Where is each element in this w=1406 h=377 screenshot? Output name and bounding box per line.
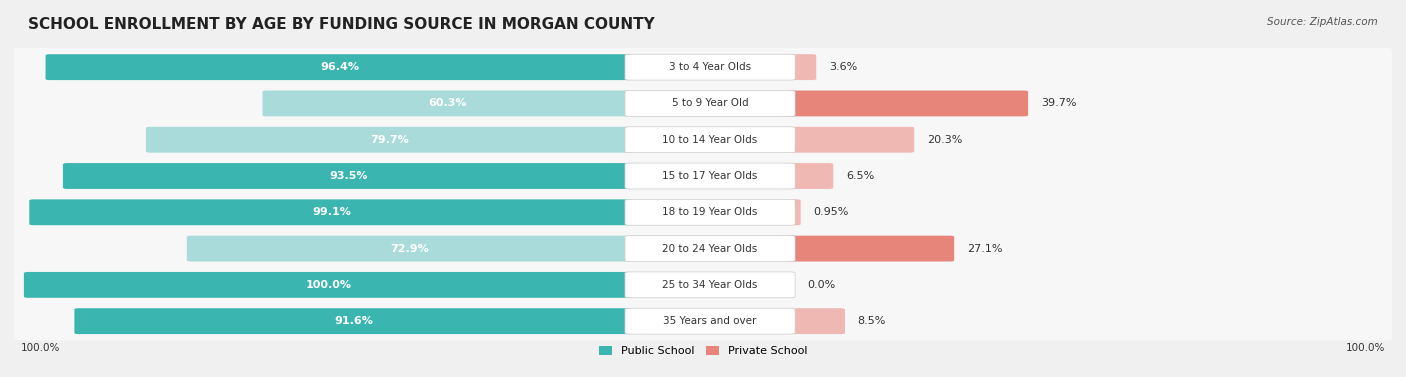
Text: 35 Years and over: 35 Years and over <box>664 316 756 326</box>
Text: 5 to 9 Year Old: 5 to 9 Year Old <box>672 98 748 109</box>
FancyBboxPatch shape <box>14 229 1392 268</box>
FancyBboxPatch shape <box>624 272 796 298</box>
FancyBboxPatch shape <box>787 199 800 225</box>
FancyBboxPatch shape <box>14 121 1392 159</box>
Text: 3.6%: 3.6% <box>830 62 858 72</box>
Text: 60.3%: 60.3% <box>429 98 467 109</box>
FancyBboxPatch shape <box>787 163 834 189</box>
Text: 96.4%: 96.4% <box>321 62 359 72</box>
Text: 15 to 17 Year Olds: 15 to 17 Year Olds <box>662 171 758 181</box>
FancyBboxPatch shape <box>787 90 1028 116</box>
Text: 0.0%: 0.0% <box>808 280 837 290</box>
FancyBboxPatch shape <box>14 48 1392 86</box>
Text: 79.7%: 79.7% <box>370 135 409 145</box>
FancyBboxPatch shape <box>624 54 796 80</box>
FancyBboxPatch shape <box>14 193 1392 231</box>
Text: 18 to 19 Year Olds: 18 to 19 Year Olds <box>662 207 758 217</box>
Text: 39.7%: 39.7% <box>1040 98 1076 109</box>
FancyBboxPatch shape <box>787 127 914 153</box>
FancyBboxPatch shape <box>146 127 633 153</box>
Text: Source: ZipAtlas.com: Source: ZipAtlas.com <box>1267 17 1378 27</box>
Text: 8.5%: 8.5% <box>858 316 886 326</box>
FancyBboxPatch shape <box>14 84 1392 123</box>
Text: 20 to 24 Year Olds: 20 to 24 Year Olds <box>662 244 758 254</box>
Text: 100.0%: 100.0% <box>305 280 352 290</box>
FancyBboxPatch shape <box>624 90 796 116</box>
FancyBboxPatch shape <box>624 127 796 153</box>
Text: 100.0%: 100.0% <box>1346 343 1385 353</box>
FancyBboxPatch shape <box>624 199 796 225</box>
Text: 10 to 14 Year Olds: 10 to 14 Year Olds <box>662 135 758 145</box>
FancyBboxPatch shape <box>624 308 796 334</box>
Text: 25 to 34 Year Olds: 25 to 34 Year Olds <box>662 280 758 290</box>
FancyBboxPatch shape <box>63 163 633 189</box>
FancyBboxPatch shape <box>624 236 796 262</box>
FancyBboxPatch shape <box>14 302 1392 340</box>
Text: 72.9%: 72.9% <box>391 244 429 254</box>
Text: 27.1%: 27.1% <box>967 244 1002 254</box>
Text: 0.95%: 0.95% <box>813 207 849 217</box>
FancyBboxPatch shape <box>75 308 633 334</box>
FancyBboxPatch shape <box>263 90 633 116</box>
FancyBboxPatch shape <box>14 157 1392 195</box>
FancyBboxPatch shape <box>30 199 633 225</box>
FancyBboxPatch shape <box>14 265 1392 304</box>
FancyBboxPatch shape <box>24 272 633 298</box>
FancyBboxPatch shape <box>787 236 955 262</box>
Text: 3 to 4 Year Olds: 3 to 4 Year Olds <box>669 62 751 72</box>
Text: 20.3%: 20.3% <box>927 135 962 145</box>
Legend: Public School, Private School: Public School, Private School <box>599 346 807 356</box>
Text: 99.1%: 99.1% <box>312 207 350 217</box>
FancyBboxPatch shape <box>45 54 633 80</box>
FancyBboxPatch shape <box>787 54 817 80</box>
Text: 100.0%: 100.0% <box>21 343 60 353</box>
Text: 91.6%: 91.6% <box>335 316 374 326</box>
FancyBboxPatch shape <box>187 236 633 262</box>
FancyBboxPatch shape <box>787 308 845 334</box>
Text: 93.5%: 93.5% <box>329 171 367 181</box>
Text: 6.5%: 6.5% <box>846 171 875 181</box>
FancyBboxPatch shape <box>624 163 796 189</box>
Text: SCHOOL ENROLLMENT BY AGE BY FUNDING SOURCE IN MORGAN COUNTY: SCHOOL ENROLLMENT BY AGE BY FUNDING SOUR… <box>28 17 655 32</box>
